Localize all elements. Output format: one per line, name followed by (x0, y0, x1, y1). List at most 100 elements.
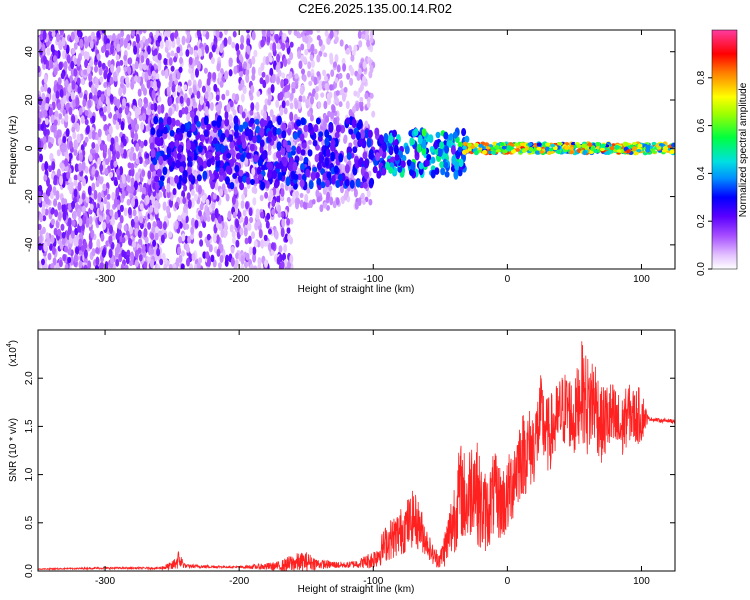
heatmap-cell (157, 35, 162, 44)
heatmap-cell (185, 49, 190, 57)
heatmap-cell (241, 111, 246, 119)
heatmap-cell (447, 134, 453, 141)
heatmap-cell (216, 63, 221, 72)
heatmap-cell (38, 260, 41, 269)
heatmap-cell (55, 90, 60, 99)
heatmap-cell (103, 69, 108, 80)
heatmap-cell (206, 123, 212, 131)
heatmap-cell (243, 186, 248, 195)
heatmap-cell (242, 86, 247, 95)
heatmap-cell (358, 138, 364, 147)
heatmap-cell (181, 233, 186, 242)
heatmap-cell (358, 40, 363, 48)
heatmap-cell (426, 153, 432, 161)
heatmap-cell (88, 153, 93, 162)
heatmap-cell (271, 199, 276, 208)
heatmap-cell (110, 137, 115, 145)
heatmap-cell (88, 215, 93, 225)
heatmap-cell (339, 39, 344, 47)
heatmap-cell (62, 50, 67, 60)
heatmap-cell (443, 161, 449, 169)
heatmap-cell (261, 164, 266, 171)
heatmap-cell (174, 139, 180, 148)
heatmap-cell (282, 139, 288, 148)
heatmap-cell (132, 240, 136, 248)
heatmap-cell (145, 195, 150, 205)
heatmap-cell (118, 253, 123, 263)
heatmap-cell (470, 145, 476, 149)
heatmap-cell (330, 69, 335, 78)
heatmap-cell (454, 161, 460, 171)
heatmap-cell (169, 176, 174, 186)
heatmap-cell (291, 145, 297, 152)
heatmap-cell (257, 158, 263, 167)
heatmap-cell (57, 228, 62, 237)
heatmap-cell (212, 71, 217, 81)
heatmap-cell (240, 264, 245, 269)
heatmap-cell (162, 154, 168, 161)
heatmap-cell (348, 128, 354, 135)
heatmap-cell (360, 192, 365, 200)
heatmap-cell (89, 59, 94, 67)
heatmap-cell (51, 100, 56, 111)
heatmap-cell (366, 137, 372, 148)
heatmap-cell (198, 230, 203, 239)
heatmap-cell (434, 167, 440, 175)
heatmap-cell (203, 129, 209, 138)
heatmap-cell (104, 168, 109, 176)
heatmap-cell (473, 150, 479, 156)
heatmap-cell (244, 261, 248, 269)
heatmap-cell (296, 146, 302, 155)
heatmap-cell (211, 201, 216, 210)
heatmap-cell (95, 180, 100, 188)
heatmap-cell (58, 39, 63, 50)
heatmap-cell (156, 80, 161, 89)
heatmap-cell (239, 71, 244, 78)
heatmap-cell (78, 162, 83, 173)
heatmap-cell (39, 153, 43, 163)
heatmap-cell (273, 181, 279, 189)
heatmap-cell (217, 215, 222, 224)
heatmap-cell (184, 235, 189, 244)
heatmap-cell (75, 36, 79, 43)
heatmap-cell (238, 169, 244, 177)
heatmap-cell (235, 93, 240, 103)
heatmap-cell (113, 197, 118, 208)
heatmap-cell (188, 87, 193, 96)
heatmap-cell (116, 65, 121, 74)
heatmap-cell (149, 80, 154, 88)
heatmap-cell (409, 168, 414, 177)
heatmap-cell (219, 243, 224, 253)
heatmap-cell (181, 35, 186, 46)
heatmap-cell (191, 122, 196, 133)
heatmap-cell (71, 200, 76, 210)
heatmap-cell (68, 106, 73, 116)
heatmap-cell (329, 52, 334, 61)
heatmap-cell (51, 123, 56, 133)
heatmap-cell (51, 160, 56, 171)
heatmap-cell (271, 209, 276, 216)
heatmap-cell (329, 30, 334, 39)
heatmap-cell (661, 149, 667, 153)
heatmap-cell (53, 84, 58, 94)
heatmap-cell (99, 201, 104, 212)
heatmap-cell (265, 55, 270, 66)
heatmap-cell (191, 252, 196, 262)
heatmap-cell (158, 180, 164, 187)
heatmap-cell (322, 172, 328, 181)
heatmap-cell (212, 259, 217, 268)
heatmap-cell (200, 134, 206, 142)
heatmap-cell (269, 188, 274, 199)
heatmap-cell (220, 229, 225, 238)
heatmap-cell (280, 146, 286, 156)
heatmap-cell (410, 138, 416, 146)
heatmap-cell (364, 171, 369, 180)
heatmap-cell (101, 62, 106, 70)
heatmap-cell (452, 131, 458, 139)
heatmap-cell (45, 96, 50, 105)
heatmap-cell (83, 256, 88, 265)
heatmap-cell (327, 96, 331, 106)
heatmap-cell (323, 75, 328, 82)
heatmap-cell (240, 200, 245, 209)
y-tick-label: 0 (24, 145, 35, 151)
